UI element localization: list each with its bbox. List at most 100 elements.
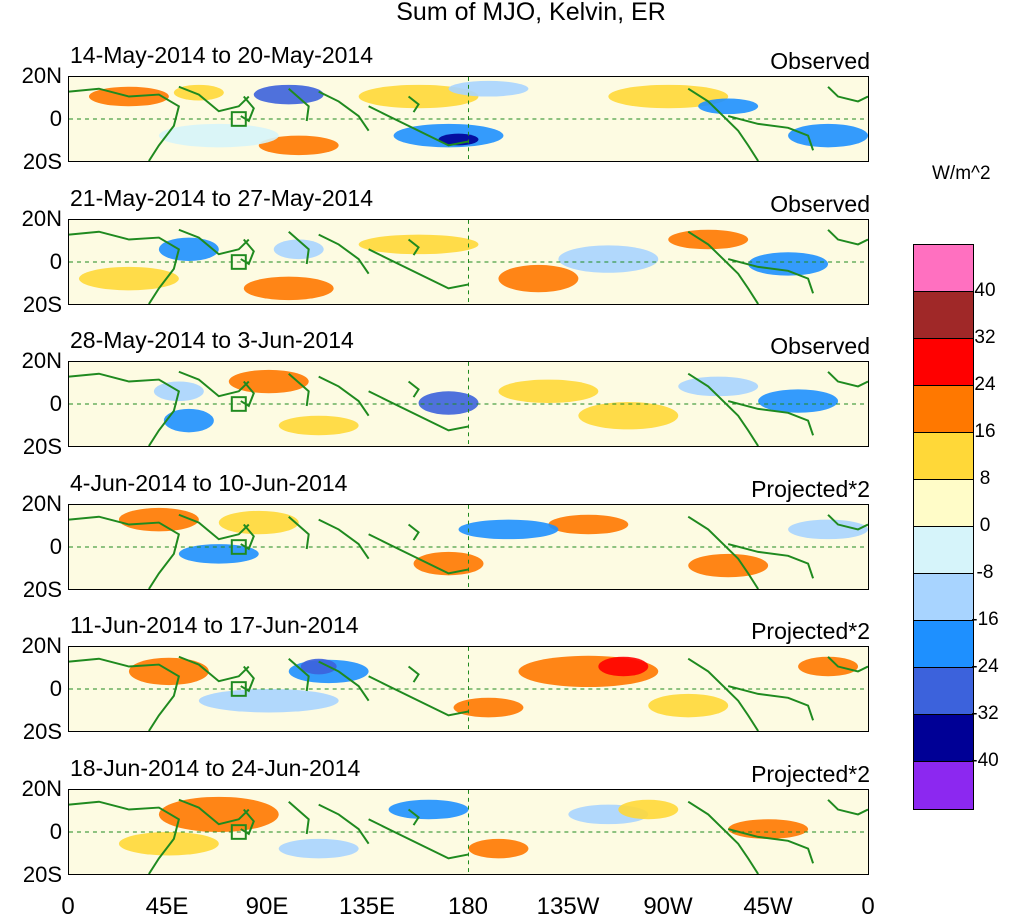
- colorbar-label: 40: [974, 280, 996, 301]
- colorbar-label: -24: [971, 656, 999, 677]
- coastline: [827, 229, 868, 246]
- anomaly-contour: [788, 519, 868, 540]
- anomaly-contour: [788, 123, 868, 148]
- region-box-marker: [230, 824, 247, 840]
- anomaly-contour: [413, 551, 484, 576]
- colorbar-segment: [914, 386, 973, 433]
- latitude-label: 0: [49, 534, 62, 559]
- coastline: [687, 800, 759, 874]
- anomaly-contour: [618, 799, 679, 820]
- coastline: [727, 400, 815, 436]
- latitude-label: 0: [49, 676, 62, 701]
- coastline: [687, 515, 759, 589]
- anomaly-map: [68, 76, 869, 162]
- colorbar-segment: [914, 527, 973, 574]
- coastline: [368, 818, 469, 860]
- anomaly-contour: [158, 123, 279, 148]
- coastline: [318, 233, 370, 275]
- coastline: [727, 828, 815, 864]
- anomaly-contour: [198, 689, 339, 713]
- colorbar-label: 32: [974, 327, 996, 348]
- panel-status: Projected*2: [751, 761, 870, 787]
- coastline: [827, 656, 868, 673]
- anomaly-contour: [668, 229, 749, 250]
- latitude-label: 20N: [21, 206, 62, 231]
- anomaly-contour: [278, 838, 359, 859]
- coastline: [407, 665, 420, 683]
- coastline: [318, 803, 370, 845]
- coastline: [288, 515, 310, 550]
- coastline: [178, 655, 250, 683]
- coastline: [178, 85, 250, 113]
- coastline: [727, 115, 815, 151]
- latitude-label: 20N: [21, 491, 62, 516]
- anomaly-contour: [448, 80, 529, 97]
- region-box-marker: [230, 681, 247, 697]
- coastline: [407, 523, 420, 541]
- anomaly-contour: [253, 84, 324, 105]
- anomaly-contour: [498, 264, 579, 293]
- anomaly-contour: [273, 239, 324, 260]
- coastline: [178, 228, 250, 256]
- anomaly-contour: [158, 796, 279, 832]
- anomaly-contour: [258, 135, 339, 156]
- longitude-label: 90W: [643, 893, 693, 920]
- anomaly-contour: [468, 838, 529, 859]
- anomaly-contour: [548, 514, 629, 535]
- colorbar-label: 8: [979, 468, 991, 489]
- anomaly-map: [68, 789, 869, 875]
- coastline: [827, 514, 868, 531]
- coastline: [288, 87, 310, 122]
- figure-title: Sum of MJO, Kelvin, ER: [396, 0, 666, 26]
- colorbar-label: -16: [971, 609, 999, 630]
- anomaly-contour: [300, 658, 337, 675]
- anomaly-contour: [278, 415, 359, 436]
- latitude-label: 20N: [21, 348, 62, 373]
- coastline: [318, 518, 370, 560]
- coastline: [69, 515, 181, 589]
- colorbar-segment: [914, 574, 973, 621]
- latitude-label: 20N: [21, 633, 62, 658]
- anomaly-contour: [243, 276, 334, 301]
- latitude-label: 20S: [22, 434, 62, 459]
- coastline: [69, 657, 181, 731]
- panel-date-range: 4-Jun-2014 to 10-Jun-2014: [70, 470, 348, 496]
- coastline: [318, 660, 370, 702]
- anomaly-contour: [648, 693, 729, 718]
- anomaly-contour: [158, 237, 219, 262]
- coastline: [727, 685, 815, 721]
- anomaly-contour: [598, 656, 649, 677]
- latitude-label: 20N: [21, 63, 62, 88]
- anomaly-contour: [728, 819, 809, 839]
- coastline: [827, 371, 868, 388]
- colorbar-label: -40: [971, 750, 999, 771]
- colorbar-segment: [914, 339, 973, 386]
- coastline: [288, 800, 310, 835]
- colorbar-segment: [914, 480, 973, 527]
- anomaly-contour: [558, 245, 659, 273]
- anomaly-contour: [748, 252, 829, 276]
- anomaly-contour: [458, 519, 559, 540]
- latitude-label: 20S: [22, 719, 62, 744]
- anomaly-contour: [118, 507, 199, 532]
- latitude-label: 0: [49, 819, 62, 844]
- coastline: [69, 800, 181, 874]
- coastline: [687, 230, 759, 304]
- region-box-marker: [230, 539, 247, 555]
- anomaly-contour: [498, 379, 599, 404]
- anomaly-contour: [218, 510, 299, 535]
- colorbar-label: 16: [974, 421, 996, 442]
- longitude-label: 45W: [743, 893, 793, 920]
- colorbar-label: 0: [979, 515, 991, 536]
- anomaly-contour: [78, 266, 179, 291]
- longitude-label: 45E: [145, 893, 189, 920]
- coastline: [368, 675, 469, 717]
- colorbar-segment: [914, 621, 973, 668]
- colorbar-label: -8: [976, 562, 994, 583]
- latitude-label: 20S: [22, 149, 62, 174]
- colorbar-label: -32: [971, 703, 999, 724]
- anomaly-map: [68, 361, 869, 447]
- colorbar-segment: [914, 762, 973, 809]
- colorbar-segment: [914, 292, 973, 339]
- anomaly-map: [68, 504, 869, 590]
